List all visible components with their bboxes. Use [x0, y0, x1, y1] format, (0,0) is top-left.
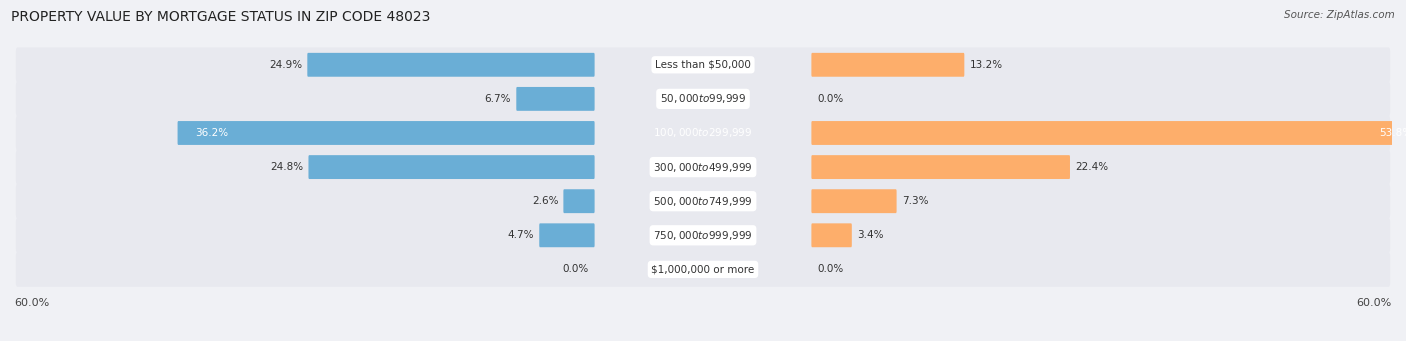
- Text: $750,000 to $999,999: $750,000 to $999,999: [654, 229, 752, 242]
- Text: $1,000,000 or more: $1,000,000 or more: [651, 264, 755, 275]
- Text: 53.8%: 53.8%: [1379, 128, 1406, 138]
- FancyBboxPatch shape: [15, 116, 1391, 150]
- Text: 24.8%: 24.8%: [270, 162, 304, 172]
- Text: 0.0%: 0.0%: [818, 94, 844, 104]
- FancyBboxPatch shape: [308, 53, 595, 77]
- Text: 2.6%: 2.6%: [531, 196, 558, 206]
- Text: 13.2%: 13.2%: [969, 60, 1002, 70]
- Text: Source: ZipAtlas.com: Source: ZipAtlas.com: [1284, 10, 1395, 20]
- Text: 22.4%: 22.4%: [1076, 162, 1108, 172]
- Text: $50,000 to $99,999: $50,000 to $99,999: [659, 92, 747, 105]
- FancyBboxPatch shape: [177, 121, 595, 145]
- Text: 24.9%: 24.9%: [269, 60, 302, 70]
- FancyBboxPatch shape: [15, 184, 1391, 219]
- Text: 3.4%: 3.4%: [856, 230, 883, 240]
- FancyBboxPatch shape: [15, 47, 1391, 82]
- FancyBboxPatch shape: [811, 189, 897, 213]
- Text: $500,000 to $749,999: $500,000 to $749,999: [654, 195, 752, 208]
- Text: 60.0%: 60.0%: [1357, 298, 1392, 308]
- Text: PROPERTY VALUE BY MORTGAGE STATUS IN ZIP CODE 48023: PROPERTY VALUE BY MORTGAGE STATUS IN ZIP…: [11, 10, 430, 24]
- Text: 36.2%: 36.2%: [195, 128, 229, 138]
- Text: 7.3%: 7.3%: [901, 196, 928, 206]
- FancyBboxPatch shape: [15, 252, 1391, 287]
- FancyBboxPatch shape: [516, 87, 595, 111]
- FancyBboxPatch shape: [15, 218, 1391, 253]
- Text: 0.0%: 0.0%: [562, 264, 588, 275]
- FancyBboxPatch shape: [15, 81, 1391, 116]
- Text: 0.0%: 0.0%: [818, 264, 844, 275]
- Text: 60.0%: 60.0%: [14, 298, 49, 308]
- Text: 6.7%: 6.7%: [485, 94, 512, 104]
- Text: $300,000 to $499,999: $300,000 to $499,999: [654, 161, 752, 174]
- Text: 4.7%: 4.7%: [508, 230, 534, 240]
- FancyBboxPatch shape: [15, 150, 1391, 184]
- FancyBboxPatch shape: [811, 155, 1070, 179]
- FancyBboxPatch shape: [564, 189, 595, 213]
- FancyBboxPatch shape: [811, 223, 852, 247]
- FancyBboxPatch shape: [540, 223, 595, 247]
- FancyBboxPatch shape: [811, 53, 965, 77]
- FancyBboxPatch shape: [811, 121, 1406, 145]
- Text: $100,000 to $299,999: $100,000 to $299,999: [654, 127, 752, 139]
- Text: Less than $50,000: Less than $50,000: [655, 60, 751, 70]
- FancyBboxPatch shape: [308, 155, 595, 179]
